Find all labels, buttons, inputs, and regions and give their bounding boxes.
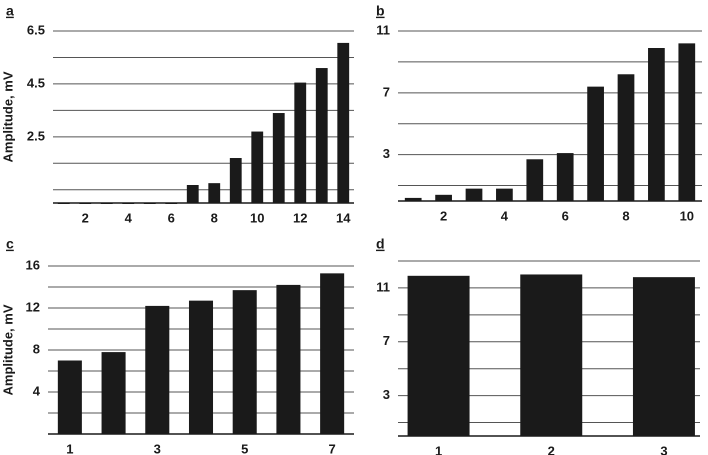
- x-tick-label: 10: [250, 210, 264, 225]
- x-tick-label: 1: [66, 441, 73, 455]
- bar: [404, 197, 422, 201]
- y-tick-label: 8: [33, 341, 40, 356]
- x-tick-label: 2: [440, 208, 447, 223]
- x-tick-label: 3: [660, 443, 667, 455]
- bar: [229, 158, 242, 203]
- bar: [79, 203, 92, 204]
- bar: [145, 305, 170, 434]
- bar: [57, 203, 70, 204]
- bar: [272, 113, 285, 203]
- x-tick-label: 4: [125, 210, 133, 225]
- y-tick-label: 7: [383, 84, 390, 99]
- bar: [632, 277, 695, 436]
- x-tick-label: 10: [680, 208, 694, 223]
- bar: [320, 273, 345, 434]
- y-tick-label: 7: [383, 333, 390, 348]
- bar: [678, 43, 696, 202]
- bar: [617, 74, 635, 201]
- x-tick-label: 6: [168, 210, 175, 225]
- bar: [465, 188, 483, 201]
- y-axis-title: Amplitude, mV: [0, 71, 15, 162]
- bar: [648, 48, 665, 201]
- bar: [251, 131, 264, 203]
- y-tick-label: 2.5: [27, 128, 45, 143]
- bar: [407, 275, 470, 436]
- bar: [188, 300, 214, 434]
- x-tick-label: 3: [154, 441, 161, 455]
- bar: [496, 188, 513, 201]
- bar: [232, 290, 257, 434]
- bar: [208, 183, 221, 203]
- y-tick-label: 3: [383, 387, 390, 402]
- y-tick-label: 4: [33, 383, 41, 398]
- bar: [165, 203, 178, 204]
- panel-label: a: [6, 3, 14, 19]
- bar: [587, 86, 604, 201]
- panel-label: d: [376, 236, 385, 252]
- y-tick-label: 11: [376, 22, 390, 37]
- bar: [143, 203, 156, 204]
- bar: [276, 284, 301, 434]
- y-tick-label: 12: [26, 299, 40, 314]
- x-tick-label: 8: [622, 208, 629, 223]
- y-axis-title: Amplitude, mV: [0, 304, 15, 395]
- x-tick-label: 7: [329, 441, 336, 455]
- x-tick-label: 2: [548, 443, 555, 455]
- x-tick-label: 8: [211, 210, 218, 225]
- y-tick-label: 11: [376, 279, 390, 294]
- y-tick-label: 16: [26, 257, 40, 272]
- bar: [337, 42, 350, 204]
- panel-label: c: [6, 236, 14, 252]
- bar: [556, 153, 574, 201]
- bar: [101, 352, 126, 434]
- bar: [100, 203, 113, 204]
- x-tick-label: 4: [501, 208, 509, 223]
- bar: [315, 68, 328, 204]
- y-tick-label: 6.5: [27, 22, 45, 37]
- x-tick-label: 1: [435, 443, 442, 455]
- x-tick-label: 12: [293, 210, 307, 225]
- bar: [186, 185, 199, 203]
- bar: [435, 194, 452, 201]
- x-tick-label: 14: [336, 210, 351, 225]
- bar: [294, 82, 307, 203]
- y-tick-label: 3: [383, 146, 390, 161]
- bar: [520, 274, 583, 436]
- bar: [57, 360, 82, 434]
- x-tick-label: 2: [82, 210, 89, 225]
- panel-label: b: [376, 3, 385, 19]
- bar: [526, 159, 544, 201]
- x-tick-label: 5: [241, 441, 248, 455]
- x-tick-label: 6: [562, 208, 569, 223]
- bar: [122, 203, 135, 204]
- y-tick-label: 4.5: [27, 75, 45, 90]
